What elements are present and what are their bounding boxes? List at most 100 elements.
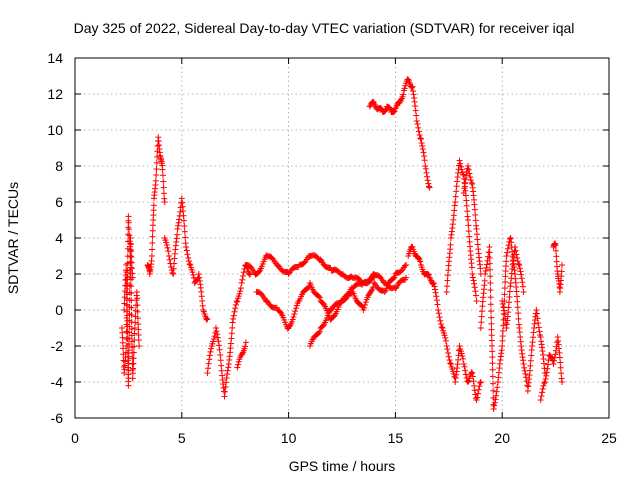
data-point (214, 331, 221, 338)
data-point (465, 163, 472, 169)
data-point (478, 313, 485, 320)
data-point (558, 370, 565, 377)
data-point (126, 289, 133, 296)
data-point (397, 98, 404, 105)
data-point (237, 285, 244, 292)
data-point (320, 322, 327, 329)
data-point (149, 227, 156, 234)
y-axis-label: SDTVAR / TECUs (5, 182, 21, 294)
data-point (398, 267, 405, 274)
data-point (170, 265, 177, 272)
data-point (474, 390, 481, 397)
data-point (425, 180, 432, 187)
data-point (222, 383, 229, 390)
data-point (131, 330, 138, 337)
data-point (439, 325, 446, 331)
data-point (438, 324, 445, 331)
data-point (124, 350, 131, 357)
data-point (125, 382, 132, 389)
data-point (477, 265, 484, 272)
data-point (210, 336, 217, 343)
data-point (465, 228, 472, 235)
data-point (445, 353, 452, 360)
data-point (247, 271, 254, 277)
data-point (125, 231, 132, 238)
plot-frame (74, 57, 610, 419)
x-tick-label: 10 (281, 430, 297, 446)
data-point (237, 288, 244, 295)
data-point (505, 242, 512, 249)
data-point (377, 274, 384, 281)
data-point (559, 379, 566, 385)
data-point (403, 262, 410, 268)
data-point (465, 222, 472, 229)
data-point (556, 354, 563, 361)
data-point (125, 219, 132, 226)
data-point (232, 305, 239, 312)
data-point (189, 269, 196, 276)
data-point (122, 277, 129, 284)
data-point (180, 212, 187, 219)
data-point (165, 253, 172, 259)
data-point (445, 349, 452, 356)
data-point (149, 222, 156, 229)
data-point (487, 266, 494, 273)
data-point (126, 335, 133, 342)
data-point (169, 269, 176, 276)
data-point (534, 315, 541, 322)
data-point (519, 279, 526, 286)
data-point (125, 340, 132, 347)
data-point (466, 170, 473, 177)
data-point (430, 280, 437, 286)
data-point (506, 299, 513, 306)
data-point (130, 365, 137, 372)
data-point (557, 364, 564, 371)
data-point (420, 149, 427, 156)
data-point (512, 244, 519, 250)
data-point (527, 357, 534, 364)
data-point (501, 285, 508, 292)
y-tick-label: 14 (47, 50, 63, 66)
data-point (123, 262, 130, 268)
data-point (413, 118, 420, 124)
data-point (126, 323, 133, 330)
data-point (411, 98, 418, 105)
data-point (488, 326, 495, 333)
data-point (541, 380, 548, 387)
data-point (426, 274, 433, 281)
data-point (473, 226, 480, 232)
data-point (135, 331, 142, 338)
data-points (118, 76, 566, 412)
data-point (515, 310, 522, 317)
data-point (392, 105, 399, 112)
data-point (544, 365, 551, 372)
data-point (499, 300, 506, 307)
data-point (538, 393, 545, 400)
data-point (290, 313, 297, 320)
data-point (134, 295, 141, 302)
data-point (416, 132, 423, 139)
data-point (127, 235, 134, 241)
data-point (471, 387, 478, 394)
data-point (230, 316, 237, 322)
data-point (181, 223, 188, 230)
data-point (125, 364, 132, 371)
data-point (417, 135, 424, 142)
data-point (489, 348, 496, 355)
data-point (123, 295, 130, 302)
data-point (552, 247, 559, 254)
data-point (463, 172, 470, 179)
data-point (504, 249, 511, 256)
data-point (535, 324, 542, 331)
data-point (424, 173, 431, 180)
data-point (123, 269, 130, 276)
data-point (233, 298, 240, 305)
data-point (221, 393, 228, 400)
data-point (216, 346, 223, 353)
data-point (160, 184, 167, 191)
data-point (477, 325, 484, 331)
data-point (128, 247, 135, 254)
data-point (506, 288, 513, 295)
data-point (541, 379, 548, 385)
